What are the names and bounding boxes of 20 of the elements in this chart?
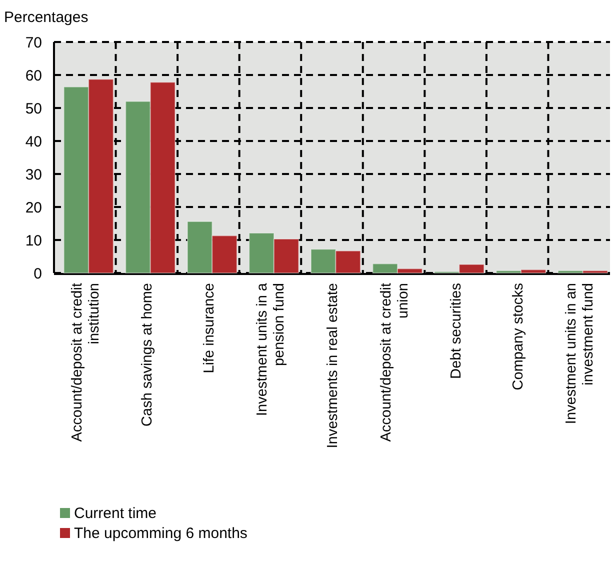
- legend-label: Current time: [74, 505, 157, 522]
- y-tick-label: 50: [25, 100, 42, 118]
- x-tick-label: Cash savings at home: [140, 283, 156, 426]
- x-tick-label: Account/deposit at credit union: [378, 283, 412, 442]
- y-tick-label: 40: [25, 133, 42, 150]
- x-tick-label: Investments in real estate: [325, 283, 341, 448]
- x-tick-label: Account/deposit at credit institution: [69, 283, 102, 442]
- y-axis-title: Percentages: [4, 9, 88, 26]
- y-tick-label: 70: [25, 34, 42, 52]
- y-tick-label: 10: [25, 232, 42, 250]
- y-tick-label: 30: [25, 166, 42, 184]
- y-tick-label: 0: [34, 265, 42, 282]
- y-tick-label: 60: [25, 67, 42, 84]
- x-tick-label: Investment units in a pension fund: [254, 282, 288, 416]
- x-tick-label: Company stocks: [510, 283, 526, 390]
- x-tick-label: Debt securities: [448, 283, 465, 379]
- x-tick-label: Investment units in an investment fund: [564, 283, 597, 424]
- x-tick-label: Life insurance: [201, 283, 218, 374]
- y-tick-label: 20: [25, 199, 42, 216]
- legend-label: The upcomming 6 months: [74, 525, 248, 542]
